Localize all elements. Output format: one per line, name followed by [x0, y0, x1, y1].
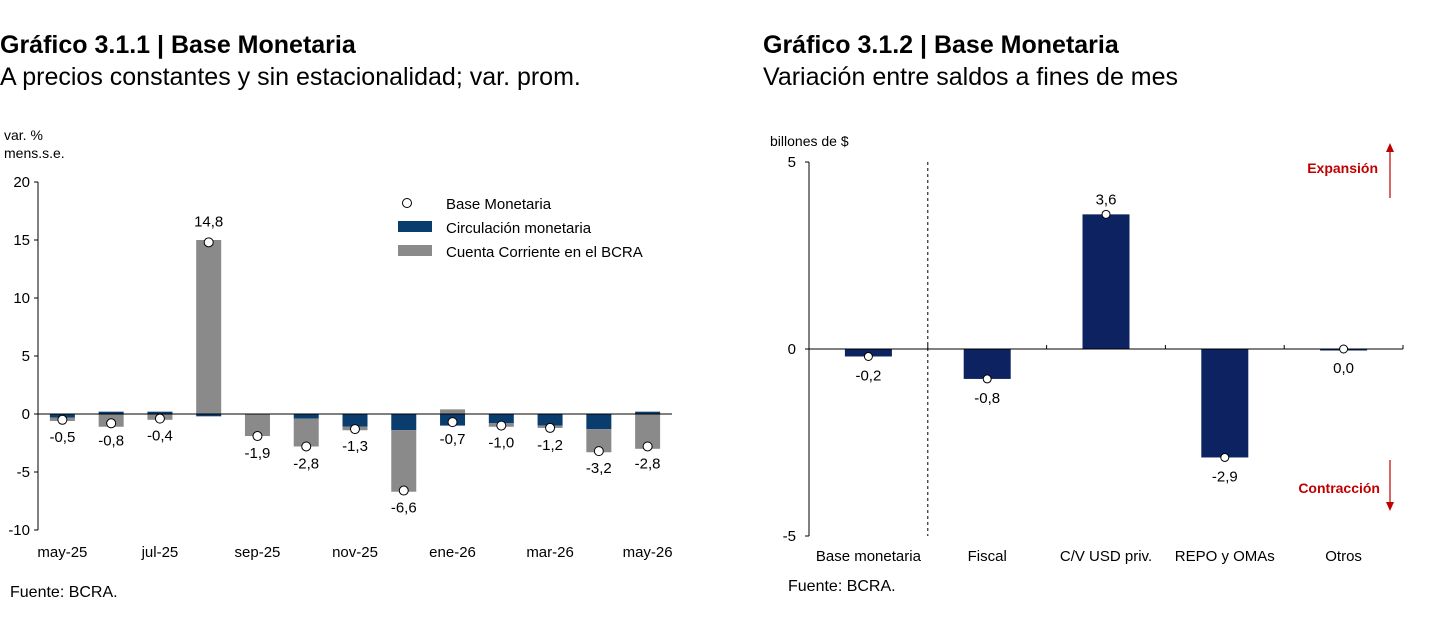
- legend-swatch-circulacion: [398, 221, 432, 232]
- marker-base-monetaria: [154, 413, 165, 424]
- x-tick-label: C/V USD priv.: [1060, 548, 1152, 565]
- data-label: -1,3: [342, 438, 368, 455]
- marker-base-monetaria: [203, 237, 214, 248]
- arrow-down-head: [1386, 502, 1394, 511]
- y-tick-label: 20: [13, 174, 30, 191]
- bar-circulacion: [537, 414, 563, 426]
- marker-value: [863, 351, 873, 361]
- y-tick-label: -10: [8, 522, 30, 539]
- x-tick-label: Base monetaria: [816, 548, 922, 565]
- bar-cuenta-corriente: [391, 430, 417, 492]
- data-label: -6,6: [391, 500, 417, 517]
- chart-source: Fuente: BCRA.: [10, 584, 118, 601]
- legend-label: Cuenta Corriente en el BCRA: [446, 244, 643, 261]
- bar-circulacion: [98, 411, 124, 414]
- marker-base-monetaria: [545, 422, 556, 433]
- marker-base-monetaria: [350, 424, 360, 435]
- data-label: 3,6: [1096, 191, 1117, 208]
- y-axis-label: billones de $: [770, 133, 849, 149]
- marker-base-monetaria: [252, 431, 263, 442]
- x-tick-label: may-25: [37, 544, 87, 561]
- y-tick-label: -5: [17, 464, 30, 481]
- data-label: -0,2: [855, 367, 881, 384]
- marker-base-monetaria: [106, 418, 117, 429]
- chart-subtitle: Variación entre saldos a fines de mes: [763, 63, 1179, 91]
- marker-base-monetaria: [496, 420, 507, 431]
- marker-base-monetaria: [301, 441, 312, 452]
- data-label: -2,8: [635, 455, 661, 472]
- chart-1-svg: var. % mens.s.e. 20 15 10 5 0 -5 -10 -0,5 -0,8 -0,4…: [4, 127, 673, 561]
- x-tick-label: mar-26: [526, 544, 574, 561]
- bar-variacion: [963, 349, 1011, 379]
- x-tick-label: may-26: [623, 544, 673, 561]
- data-label: -2,8: [293, 455, 319, 472]
- x-tick-label: nov-25: [332, 544, 378, 561]
- data-label: 14,8: [194, 213, 223, 230]
- y-tick-label: 10: [13, 290, 30, 307]
- data-label: -1,0: [488, 435, 514, 452]
- x-tick-label: REPO y OMAs: [1175, 548, 1275, 565]
- bar-cuenta-corriente: [244, 414, 270, 437]
- annotation-expansion: Expansión: [1307, 160, 1378, 176]
- arrow-up-head: [1386, 143, 1394, 152]
- bar-circulacion: [635, 411, 661, 414]
- data-label: -0,5: [49, 429, 75, 446]
- bar-circulacion: [147, 411, 173, 414]
- marker-value: [982, 374, 992, 384]
- bar-variacion: [1082, 214, 1130, 349]
- y-tick-label: -5: [783, 528, 796, 545]
- chart-source: Fuente: BCRA.: [788, 578, 896, 595]
- chart-title: Gráfico 3.1.1 | Base Monetaria: [0, 31, 356, 59]
- bar-cuenta-corriente: [586, 429, 612, 453]
- y-tick-label: 15: [13, 232, 30, 249]
- marker-base-monetaria: [57, 414, 68, 425]
- data-label: -1,2: [537, 437, 563, 454]
- marker-base-monetaria: [447, 417, 458, 428]
- bar-circulacion: [293, 414, 319, 419]
- legend-label: Circulación monetaria: [446, 220, 592, 237]
- bar-circulacion: [342, 414, 368, 427]
- data-label: -1,9: [245, 445, 271, 462]
- chart-panel-base-monetaria-saldos: Gráfico 3.1.2 | Base Monetaria Variación…: [716, 0, 1432, 643]
- y-tick-label: 5: [22, 348, 30, 365]
- bar-circulacion: [488, 414, 514, 424]
- marker-base-monetaria: [398, 485, 409, 496]
- marker-value: [1339, 344, 1349, 354]
- chart-2-svg: billones de $ 5 0 -5 -0,2 -0,8 3,6 -2,9 0,0 Base …: [770, 133, 1404, 565]
- bar-cuenta-corriente: [196, 240, 222, 414]
- data-label: -0,8: [98, 432, 124, 449]
- y-axis-label: var. %: [4, 127, 43, 143]
- y-tick-label: 0: [22, 406, 30, 423]
- data-label: -0,7: [440, 431, 466, 448]
- x-tick-label: Otros: [1325, 548, 1362, 565]
- annotation-contraccion: Contracción: [1298, 480, 1380, 496]
- data-label: -2,9: [1212, 468, 1238, 485]
- data-label: -0,8: [974, 390, 1000, 407]
- data-label: 0,0: [1333, 360, 1354, 377]
- chart-subtitle: A precios constantes y sin estacionalida…: [0, 63, 581, 91]
- bar-circulacion: [391, 414, 417, 431]
- x-tick-label: ene-26: [429, 544, 476, 561]
- marker-value: [1220, 452, 1230, 462]
- y-axis-label: mens.s.e.: [4, 145, 65, 161]
- bar-circulacion: [586, 414, 612, 430]
- y-tick-label: 5: [788, 154, 796, 171]
- legend-label: Base Monetaria: [446, 196, 552, 213]
- marker-value: [1101, 209, 1111, 219]
- marker-base-monetaria: [642, 441, 653, 452]
- legend-marker-base-monetaria: [402, 198, 412, 208]
- bar-cuenta-corriente: [440, 409, 466, 414]
- x-tick-label: Fiscal: [968, 548, 1007, 565]
- legend-swatch-cuenta-corriente: [398, 245, 432, 256]
- y-tick-label: 0: [788, 341, 796, 358]
- chart-title: Gráfico 3.1.2 | Base Monetaria: [763, 31, 1119, 59]
- x-tick-label: jul-25: [141, 544, 179, 561]
- bar-circulacion: [196, 414, 222, 417]
- x-tick-label: sep-25: [235, 544, 281, 561]
- data-label: -0,4: [147, 428, 173, 445]
- bar-variacion: [1201, 349, 1249, 458]
- chart-panel-base-monetaria-var: Gráfico 3.1.1 | Base Monetaria A precios…: [0, 0, 700, 643]
- marker-base-monetaria: [593, 446, 604, 457]
- data-label: -3,2: [586, 460, 612, 477]
